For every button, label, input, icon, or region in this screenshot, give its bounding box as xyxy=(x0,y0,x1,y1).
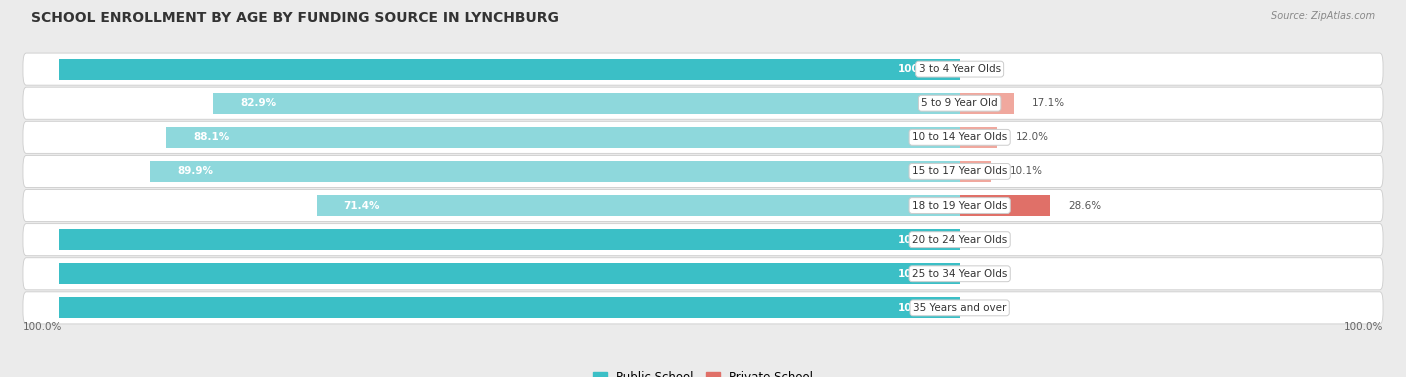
Text: 89.9%: 89.9% xyxy=(177,166,214,176)
Bar xyxy=(150,161,960,182)
Bar xyxy=(59,263,960,284)
Text: 100.0%: 100.0% xyxy=(898,64,942,74)
Bar xyxy=(316,195,960,216)
Text: 100.0%: 100.0% xyxy=(898,303,942,313)
Text: 20 to 24 Year Olds: 20 to 24 Year Olds xyxy=(912,234,1007,245)
Text: 28.6%: 28.6% xyxy=(1067,201,1101,211)
Text: 71.4%: 71.4% xyxy=(343,201,380,211)
Bar xyxy=(960,93,1014,114)
Text: 10.1%: 10.1% xyxy=(1010,166,1042,176)
Text: 12.0%: 12.0% xyxy=(1015,132,1049,143)
Text: 18 to 19 Year Olds: 18 to 19 Year Olds xyxy=(912,201,1007,211)
Text: 3 to 4 Year Olds: 3 to 4 Year Olds xyxy=(918,64,1001,74)
Text: 25 to 34 Year Olds: 25 to 34 Year Olds xyxy=(912,269,1007,279)
Text: 88.1%: 88.1% xyxy=(193,132,229,143)
Bar xyxy=(59,297,960,319)
Text: 5 to 9 Year Old: 5 to 9 Year Old xyxy=(921,98,998,108)
Text: 0.0%: 0.0% xyxy=(977,234,1004,245)
Text: 82.9%: 82.9% xyxy=(240,98,276,108)
FancyBboxPatch shape xyxy=(22,224,1384,256)
Text: Source: ZipAtlas.com: Source: ZipAtlas.com xyxy=(1271,11,1375,21)
Text: 100.0%: 100.0% xyxy=(898,269,942,279)
FancyBboxPatch shape xyxy=(22,155,1384,187)
Text: 0.0%: 0.0% xyxy=(977,64,1004,74)
FancyBboxPatch shape xyxy=(22,53,1384,85)
Text: 100.0%: 100.0% xyxy=(898,234,942,245)
Text: 0.0%: 0.0% xyxy=(977,303,1004,313)
Bar xyxy=(960,127,997,148)
FancyBboxPatch shape xyxy=(22,258,1384,290)
Text: 35 Years and over: 35 Years and over xyxy=(912,303,1007,313)
FancyBboxPatch shape xyxy=(22,121,1384,153)
FancyBboxPatch shape xyxy=(22,190,1384,222)
Text: SCHOOL ENROLLMENT BY AGE BY FUNDING SOURCE IN LYNCHBURG: SCHOOL ENROLLMENT BY AGE BY FUNDING SOUR… xyxy=(31,11,558,25)
FancyBboxPatch shape xyxy=(22,87,1384,119)
Text: 17.1%: 17.1% xyxy=(1032,98,1064,108)
Text: 10 to 14 Year Olds: 10 to 14 Year Olds xyxy=(912,132,1007,143)
Bar xyxy=(960,161,991,182)
Bar xyxy=(166,127,960,148)
Text: 0.0%: 0.0% xyxy=(977,269,1004,279)
Bar xyxy=(214,93,960,114)
Bar xyxy=(960,195,1050,216)
Text: 100.0%: 100.0% xyxy=(22,322,62,332)
Bar xyxy=(59,58,960,80)
FancyBboxPatch shape xyxy=(22,292,1384,324)
Text: 15 to 17 Year Olds: 15 to 17 Year Olds xyxy=(912,166,1007,176)
Text: 100.0%: 100.0% xyxy=(1344,322,1384,332)
Legend: Public School, Private School: Public School, Private School xyxy=(588,366,818,377)
Bar xyxy=(59,229,960,250)
